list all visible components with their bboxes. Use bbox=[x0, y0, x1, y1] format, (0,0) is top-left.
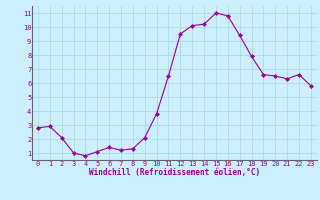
X-axis label: Windchill (Refroidissement éolien,°C): Windchill (Refroidissement éolien,°C) bbox=[89, 168, 260, 177]
